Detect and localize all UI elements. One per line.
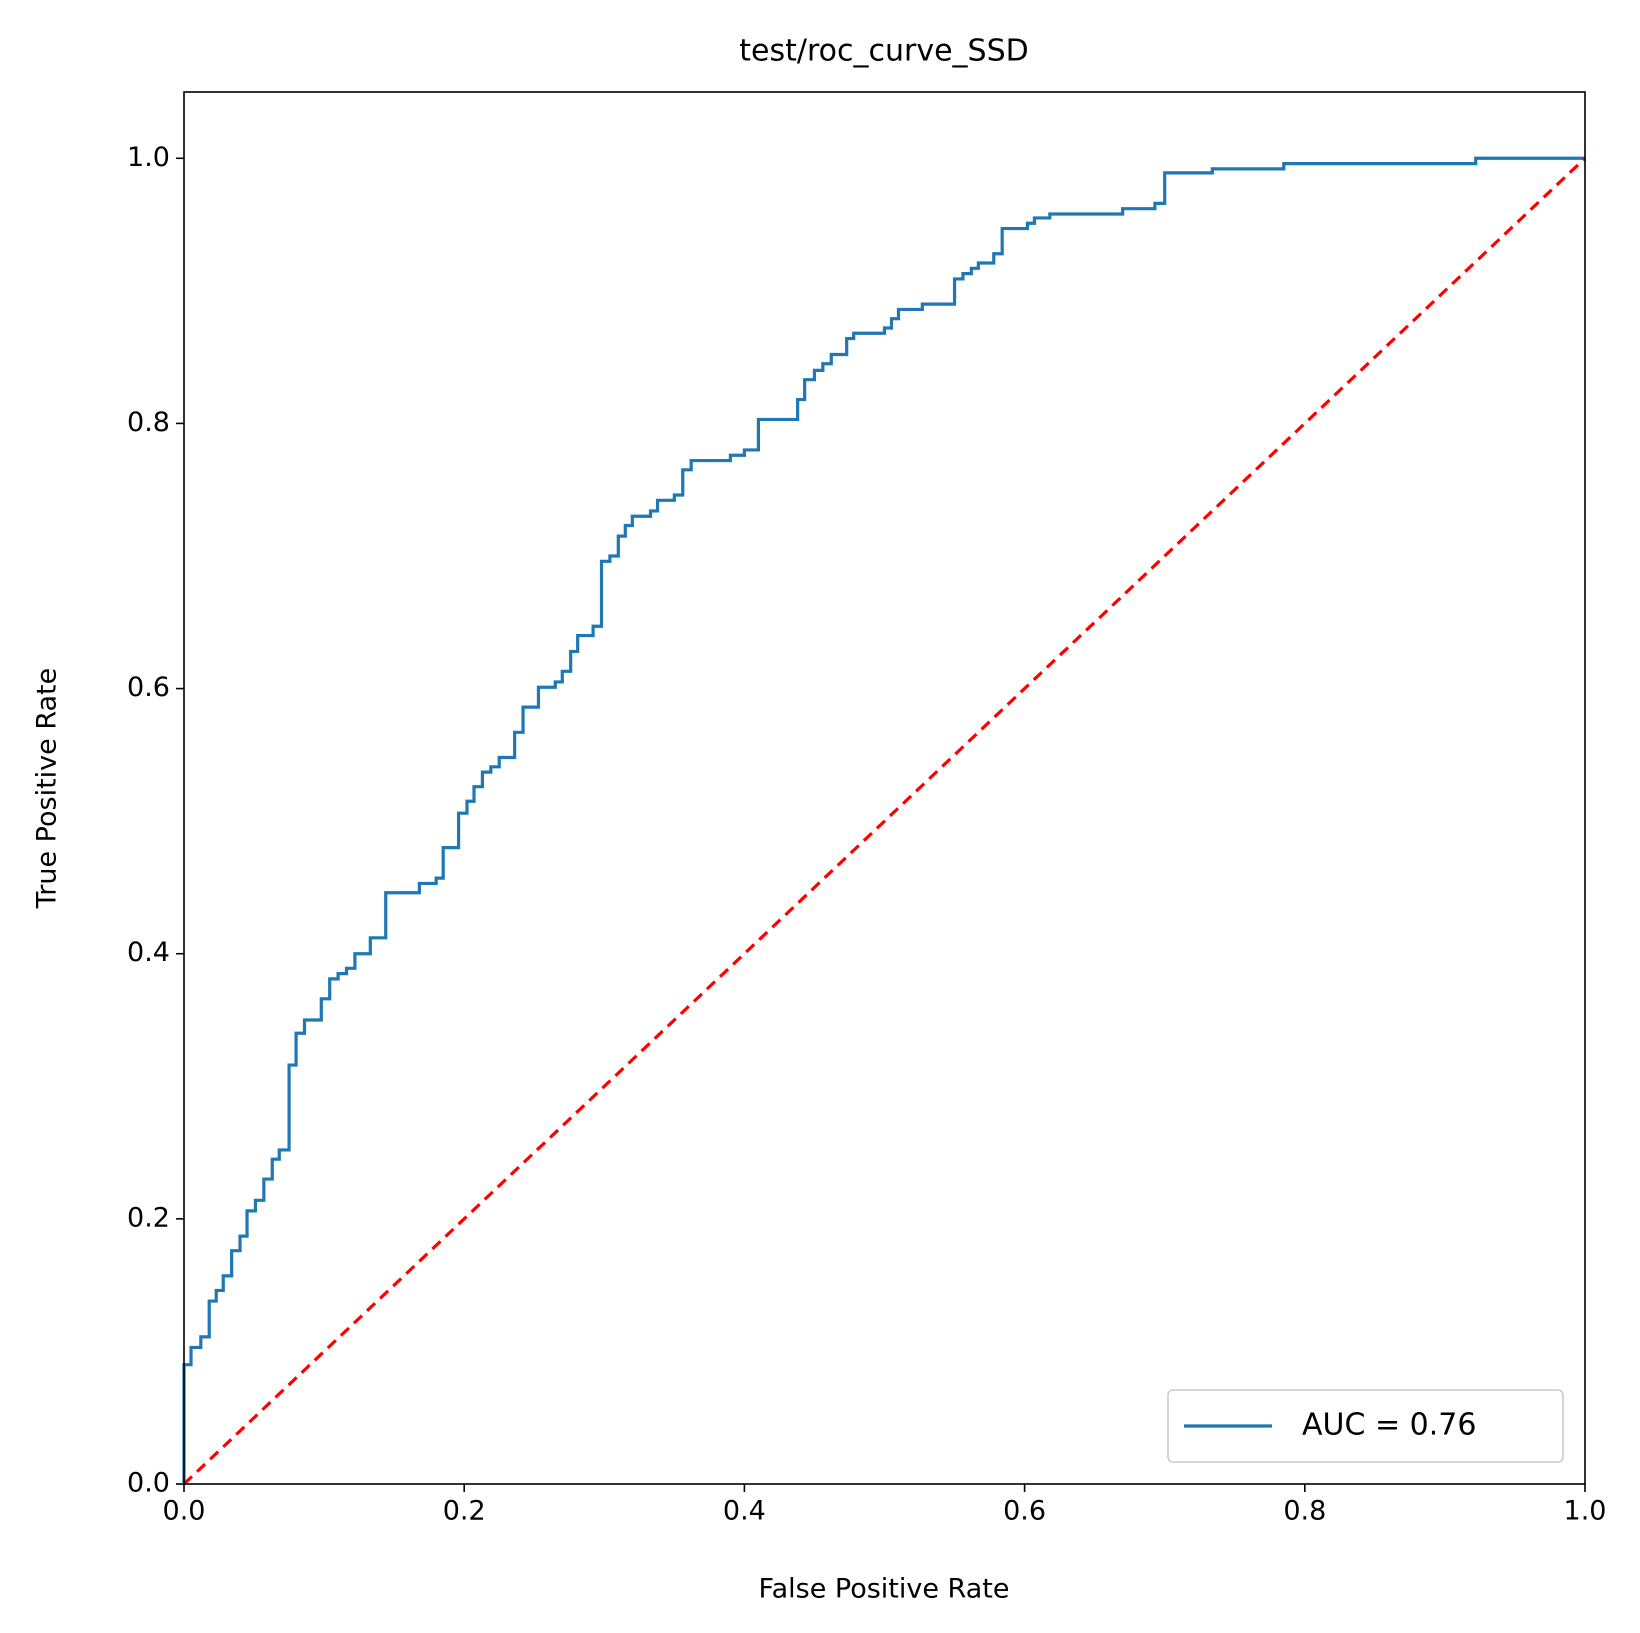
x-tick-label: 0.4	[723, 1496, 766, 1527]
series-line	[182, 157, 1587, 1486]
x-tick-label: 0.6	[1003, 1496, 1046, 1527]
y-tick-label: 0.2	[127, 1202, 170, 1233]
legend-label: AUC = 0.76	[1302, 1408, 1476, 1443]
y-axis-label: True Positive Rate	[32, 668, 63, 910]
y-tick-label: 0.4	[127, 937, 170, 968]
x-tick-label: 0.0	[163, 1496, 206, 1527]
x-axis-label: False Positive Rate	[759, 1574, 1010, 1605]
chart-title: test/roc_curve_SSD	[739, 34, 1028, 69]
y-tick-label: 0.8	[127, 407, 170, 438]
y-tick-label: 1.0	[127, 142, 170, 173]
series-line	[182, 156, 1585, 1484]
x-tick-label: 1.0	[1564, 1496, 1607, 1527]
x-tick-label: 0.8	[1283, 1496, 1326, 1527]
legend-box	[1167, 1389, 1564, 1463]
y-tick-label: 0.0	[127, 1468, 170, 1499]
x-tick-label: 0.2	[443, 1496, 486, 1527]
y-tick-label: 0.6	[127, 672, 170, 703]
plot-frame	[183, 91, 1586, 1485]
